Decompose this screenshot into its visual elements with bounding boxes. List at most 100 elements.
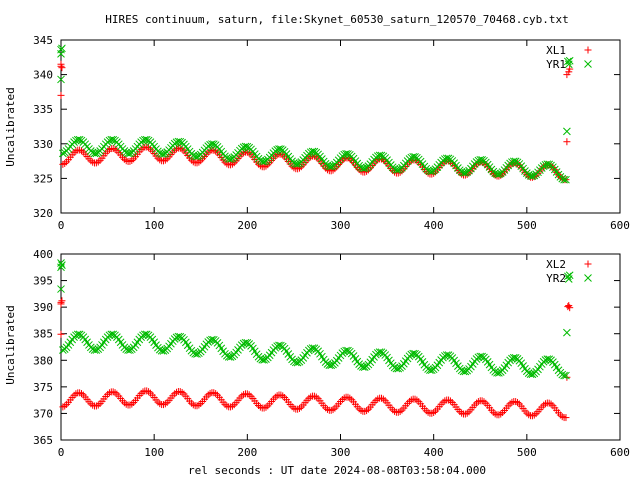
data-point bbox=[193, 350, 201, 358]
data-point bbox=[243, 142, 252, 151]
x-tick-label: 300 bbox=[331, 219, 351, 232]
data-point bbox=[260, 157, 268, 166]
data-point bbox=[377, 151, 386, 160]
x-tick-label: 600 bbox=[610, 219, 630, 232]
data-point bbox=[360, 164, 369, 173]
data-point bbox=[394, 364, 403, 373]
y-tick-label: 385 bbox=[33, 328, 53, 341]
data-point bbox=[360, 363, 369, 371]
y-tick-label: 395 bbox=[33, 275, 53, 288]
data-point bbox=[57, 62, 65, 70]
data-point bbox=[128, 156, 136, 164]
data-point bbox=[159, 347, 168, 355]
y-tick-label: 325 bbox=[33, 172, 53, 185]
data-point bbox=[193, 152, 201, 161]
legend-marker bbox=[584, 260, 592, 268]
data-point bbox=[226, 155, 235, 163]
data-point bbox=[495, 170, 503, 179]
data-point bbox=[277, 145, 285, 154]
data-point bbox=[497, 410, 505, 418]
data-point bbox=[296, 404, 304, 412]
legend-label: YR2 bbox=[546, 272, 566, 285]
legend-marker bbox=[584, 274, 592, 282]
data-point bbox=[57, 285, 65, 293]
data-point bbox=[444, 154, 453, 163]
data-point bbox=[560, 371, 568, 380]
y-tick-label: 320 bbox=[33, 207, 53, 220]
bottom-panel-y-label: Uncalibrated bbox=[4, 305, 17, 384]
data-point bbox=[560, 175, 568, 184]
x-tick-label: 200 bbox=[237, 446, 257, 459]
x-tick-label: 0 bbox=[58, 219, 65, 232]
data-point bbox=[94, 158, 102, 166]
y-tick-label: 370 bbox=[33, 407, 53, 420]
data-point bbox=[57, 298, 65, 306]
series-YR1 bbox=[57, 44, 574, 184]
legend-marker bbox=[584, 46, 592, 54]
data-point bbox=[394, 165, 403, 174]
data-point bbox=[58, 64, 66, 72]
y-tick-label: 365 bbox=[33, 434, 53, 447]
data-point bbox=[427, 167, 436, 176]
y-tick-label: 400 bbox=[33, 248, 53, 261]
data-point bbox=[565, 56, 574, 65]
data-point bbox=[344, 150, 352, 158]
data-point bbox=[293, 358, 302, 367]
data-point bbox=[111, 389, 119, 397]
data-point bbox=[260, 356, 268, 364]
legend-label: XL1 bbox=[546, 44, 566, 57]
data-point bbox=[563, 138, 571, 146]
data-point bbox=[562, 371, 570, 380]
data-point bbox=[563, 328, 571, 337]
data-point bbox=[547, 400, 555, 408]
data-point bbox=[478, 156, 486, 164]
data-point bbox=[528, 172, 537, 181]
plot-frame bbox=[60, 39, 621, 214]
data-point bbox=[195, 401, 203, 409]
data-point bbox=[310, 147, 319, 156]
data-point bbox=[511, 157, 520, 166]
legend-marker bbox=[584, 60, 592, 68]
data-point bbox=[327, 162, 336, 171]
data-point bbox=[566, 304, 574, 312]
data-point bbox=[145, 388, 153, 396]
data-point bbox=[480, 398, 488, 406]
data-point bbox=[159, 150, 168, 158]
y-tick-label: 335 bbox=[33, 103, 53, 116]
legend-label: XL2 bbox=[546, 258, 566, 271]
data-point bbox=[262, 403, 270, 411]
series-XL1 bbox=[57, 60, 574, 184]
data-point bbox=[77, 390, 85, 398]
data-point bbox=[562, 175, 570, 184]
data-point bbox=[58, 297, 66, 305]
x-tick-label: 0 bbox=[58, 446, 65, 459]
data-point bbox=[411, 153, 419, 161]
data-point bbox=[59, 149, 67, 158]
y-tick-label: 340 bbox=[33, 69, 53, 82]
data-point bbox=[226, 353, 235, 361]
x-tick-label: 200 bbox=[237, 219, 257, 232]
data-point bbox=[75, 135, 84, 144]
data-point bbox=[109, 135, 118, 144]
data-point bbox=[293, 160, 302, 168]
y-tick-label: 345 bbox=[33, 34, 53, 47]
x-tick-label: 600 bbox=[610, 446, 630, 459]
x-tick-label: 400 bbox=[424, 446, 444, 459]
data-point bbox=[212, 390, 220, 398]
data-point bbox=[565, 271, 574, 280]
chart-title: HIRES continuum, saturn, file:Skynet_605… bbox=[105, 13, 569, 26]
y-tick-label: 375 bbox=[33, 381, 53, 394]
data-point bbox=[329, 406, 337, 414]
data-point bbox=[563, 57, 572, 66]
data-point bbox=[245, 391, 253, 399]
data-point bbox=[161, 400, 169, 408]
data-point bbox=[413, 396, 421, 404]
data-point bbox=[176, 137, 185, 146]
data-point bbox=[61, 402, 69, 410]
x-tick-label: 300 bbox=[331, 446, 351, 459]
data-point bbox=[566, 65, 574, 73]
data-point bbox=[461, 168, 470, 177]
data-point bbox=[564, 303, 572, 311]
x-axis-label: rel seconds : UT date 2024-08-08T03:58:0… bbox=[188, 464, 486, 477]
